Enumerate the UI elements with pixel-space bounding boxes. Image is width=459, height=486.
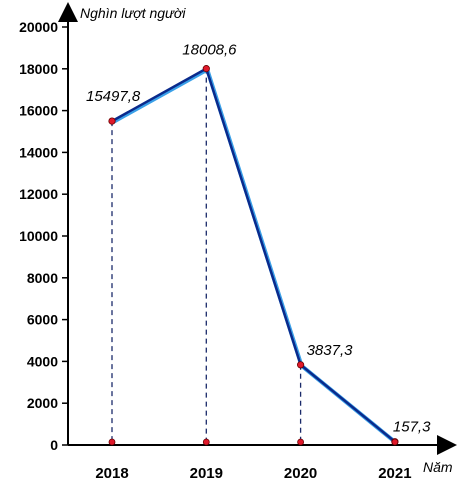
data-label: 3837,3 — [307, 342, 354, 359]
y-tick-label: 2000 — [27, 395, 58, 411]
series-line-shadow — [112, 67, 398, 445]
series-markers — [108, 65, 399, 446]
series-line — [111, 67, 398, 445]
y-tick-label: 6000 — [27, 312, 58, 328]
x-tick-label: 2021 — [378, 465, 411, 482]
guide-lines — [111, 68, 396, 445]
x-tick-label: 2020 — [284, 465, 317, 482]
y-tick-label: 12000 — [19, 186, 58, 202]
y-tick-label: 0 — [50, 437, 58, 453]
y-ticks: 0 2000 4000 6000 8000 10000 12000 14000 16000 180… — [19, 19, 68, 453]
y-tick-label: 18000 — [19, 61, 58, 77]
data-point — [202, 65, 210, 73]
series-line-path — [111, 67, 396, 443]
y-tick-label: 10000 — [19, 228, 58, 244]
y-tick-label: 20000 — [19, 19, 58, 35]
data-label: 15497,8 — [86, 88, 141, 105]
y-tick-label: 8000 — [27, 270, 58, 286]
axes — [58, 2, 457, 455]
baseline-point — [108, 438, 116, 446]
data-point — [108, 117, 116, 125]
data-labels: 15497,8 18008,6 3837,3 157,3 — [86, 42, 431, 436]
baseline-point — [202, 438, 210, 446]
data-point — [296, 361, 305, 369]
x-tick-label: 2018 — [95, 465, 128, 482]
y-tick-label: 14000 — [19, 144, 58, 160]
baseline-point — [391, 438, 399, 446]
data-label: 18008,6 — [182, 42, 237, 59]
y-tick-label: 4000 — [27, 353, 58, 369]
baseline-point — [297, 438, 305, 446]
x-tick-label: 2019 — [190, 465, 223, 482]
y-tick-label: 16000 — [19, 103, 58, 119]
x-ticks: 2018 2019 2020 2021 — [95, 465, 411, 482]
x-axis-title: Năm — [423, 459, 453, 475]
y-axis-title: Nghìn lượt người — [80, 5, 186, 21]
data-label: 157,3 — [393, 419, 431, 436]
